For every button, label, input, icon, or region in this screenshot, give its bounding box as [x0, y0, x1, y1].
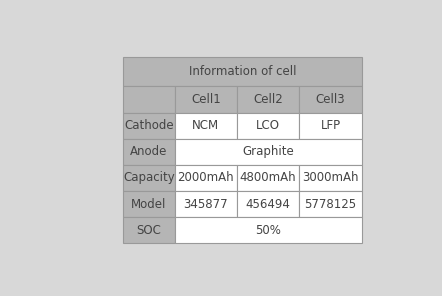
Bar: [175, 217, 362, 243]
Text: Information of cell: Information of cell: [189, 65, 296, 78]
Bar: [123, 112, 175, 139]
Bar: [123, 165, 175, 191]
Text: 50%: 50%: [255, 224, 281, 237]
Bar: [299, 165, 362, 191]
Text: 456494: 456494: [246, 198, 290, 211]
Text: LCO: LCO: [256, 119, 280, 132]
Bar: [175, 139, 362, 165]
Text: SOC: SOC: [137, 224, 161, 237]
Bar: [123, 191, 175, 217]
Bar: [123, 139, 175, 165]
Text: 3000mAh: 3000mAh: [302, 171, 359, 184]
Text: 5778125: 5778125: [305, 198, 357, 211]
Bar: [237, 165, 299, 191]
Bar: [123, 217, 175, 243]
Bar: [237, 112, 299, 139]
Bar: [123, 57, 362, 86]
Text: Capacity: Capacity: [123, 171, 175, 184]
Bar: [175, 86, 237, 112]
Bar: [299, 86, 362, 112]
Bar: [237, 191, 299, 217]
Bar: [299, 112, 362, 139]
Bar: [237, 86, 299, 112]
Text: Model: Model: [131, 198, 167, 211]
Text: Cathode: Cathode: [124, 119, 174, 132]
Text: Cell3: Cell3: [316, 93, 345, 106]
Text: 345877: 345877: [183, 198, 228, 211]
Bar: [123, 86, 175, 112]
Text: Graphite: Graphite: [242, 145, 294, 158]
Text: 2000mAh: 2000mAh: [177, 171, 234, 184]
Bar: [175, 191, 237, 217]
Bar: [299, 191, 362, 217]
Text: NCM: NCM: [192, 119, 219, 132]
Text: Cell1: Cell1: [191, 93, 221, 106]
Text: Cell2: Cell2: [253, 93, 283, 106]
Text: Anode: Anode: [130, 145, 168, 158]
Text: 4800mAh: 4800mAh: [240, 171, 297, 184]
Bar: [175, 165, 237, 191]
Text: LFP: LFP: [320, 119, 340, 132]
Bar: [175, 112, 237, 139]
